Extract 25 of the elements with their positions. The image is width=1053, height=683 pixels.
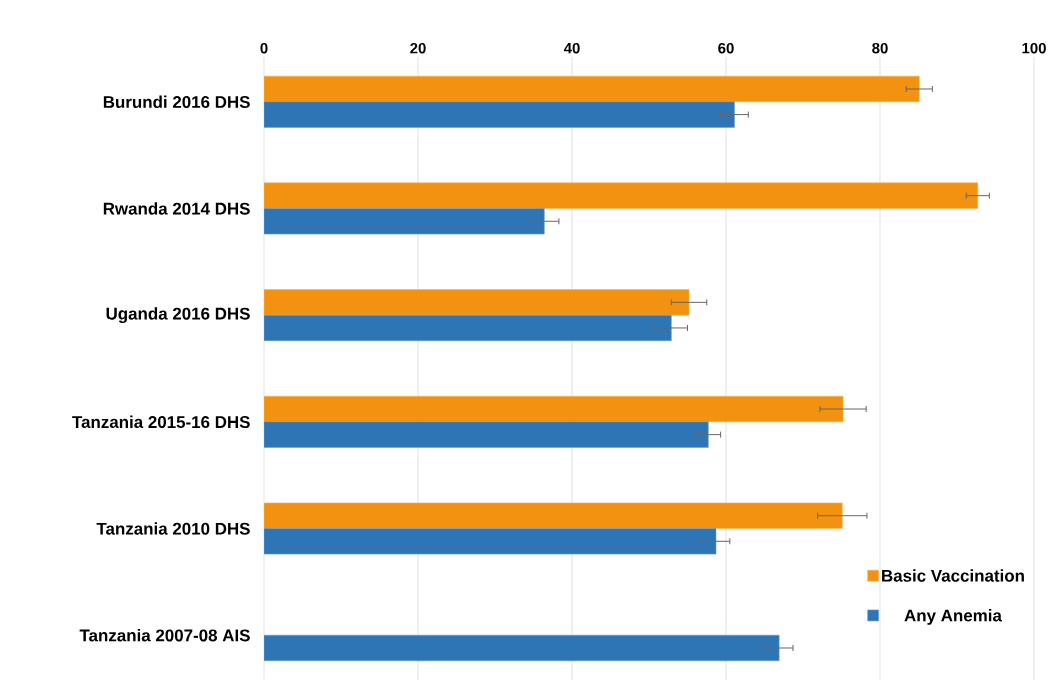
bar bbox=[264, 528, 717, 555]
x-tick-label: 60 bbox=[718, 42, 734, 54]
bar bbox=[264, 314, 672, 342]
bar bbox=[264, 208, 545, 235]
y-tick-label: Tanzania 2015-16 DHS bbox=[72, 415, 250, 429]
bar bbox=[264, 421, 709, 448]
bar bbox=[264, 289, 690, 316]
bar bbox=[264, 395, 844, 423]
x-tick-label: 100 bbox=[1022, 42, 1046, 54]
x-tick-label: 20 bbox=[410, 42, 426, 54]
y-tick-label: Tanzania 2010 DHS bbox=[96, 522, 250, 535]
y-tick-label: Burundi 2016 DHS bbox=[103, 95, 250, 109]
bar bbox=[264, 634, 780, 662]
bar bbox=[264, 182, 979, 209]
y-tick-label: Rwanda 2014 DHS bbox=[103, 202, 250, 215]
legend-label: Any Anemia bbox=[904, 609, 1002, 625]
y-tick-label: Uganda 2016 DHS bbox=[106, 307, 250, 324]
x-tick-label: 80 bbox=[872, 42, 888, 54]
legend-label: Basic Vaccination bbox=[882, 569, 1024, 582]
bar bbox=[264, 101, 735, 128]
x-tick-label: 0 bbox=[260, 42, 268, 54]
bar bbox=[264, 75, 920, 103]
y-tick-label: Tanzania 2007-08 AIS bbox=[79, 628, 250, 642]
x-tick-label: 40 bbox=[563, 42, 580, 54]
bar bbox=[264, 502, 843, 529]
